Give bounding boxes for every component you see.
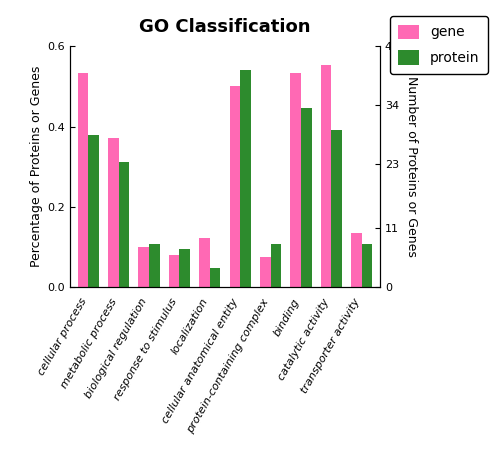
Bar <box>362 244 372 287</box>
Bar <box>149 244 160 287</box>
Bar <box>230 87 240 287</box>
Bar <box>88 135 99 287</box>
Bar <box>301 108 312 287</box>
Bar <box>180 249 190 287</box>
Bar <box>320 65 332 287</box>
Bar <box>260 257 270 287</box>
Bar <box>351 233 362 287</box>
Bar <box>240 70 251 287</box>
Bar <box>108 138 118 287</box>
Title: GO Classification: GO Classification <box>139 19 311 37</box>
Bar <box>169 255 179 287</box>
Bar <box>118 162 130 287</box>
Bar <box>210 268 220 287</box>
Y-axis label: Number of Proteins or Genes: Number of Proteins or Genes <box>404 76 417 257</box>
Bar <box>290 73 301 287</box>
Bar <box>270 244 281 287</box>
Y-axis label: Percentage of Proteins or Genes: Percentage of Proteins or Genes <box>30 66 43 267</box>
Bar <box>199 238 210 287</box>
Bar <box>138 246 149 287</box>
Bar <box>332 130 342 287</box>
Bar <box>78 73 88 287</box>
Legend: gene, protein: gene, protein <box>390 16 488 74</box>
